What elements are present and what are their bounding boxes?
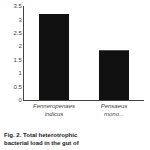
- svg-text:2: 2: [18, 43, 22, 49]
- svg-text:Fenneropenaesindicus: Fenneropenaesindicus: [33, 103, 75, 117]
- svg-text:0.5: 0.5: [13, 84, 22, 90]
- svg-text:Fig. 2. Total heterotrophicbac: Fig. 2. Total heterotrophicbacterial loa…: [4, 132, 80, 146]
- svg-text:1.5: 1.5: [13, 57, 22, 63]
- svg-text:3: 3: [18, 17, 22, 23]
- svg-text:3.5: 3.5: [13, 3, 22, 9]
- svg-text:0: 0: [18, 97, 22, 103]
- svg-text:Pensaeusmono...: Pensaeusmono...: [101, 103, 128, 117]
- svg-text:1: 1: [18, 70, 22, 76]
- svg-text:2.5: 2.5: [13, 30, 22, 36]
